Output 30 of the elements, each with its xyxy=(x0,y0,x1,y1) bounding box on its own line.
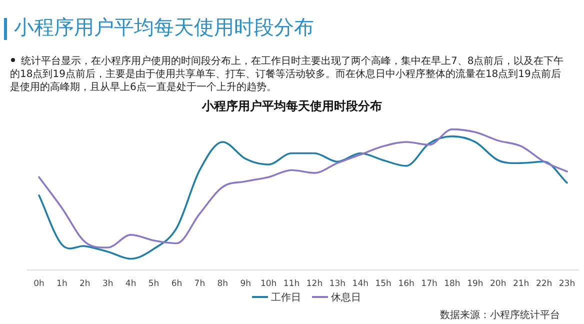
text: 小程序用户平均每天使用时段分布 xyxy=(14,14,314,41)
x-tick-label: 5h xyxy=(148,279,160,289)
source-note: 数据来源：小程序统计平台 xyxy=(440,308,560,322)
x-tick-label: 14h xyxy=(352,279,368,289)
x-tick-label: 1h xyxy=(56,279,68,289)
x-tick-label: 8h xyxy=(217,279,228,289)
x-tick-label: 22h xyxy=(536,279,552,289)
x-tick-label: 3h xyxy=(102,279,114,289)
x-tick-label: 11h xyxy=(283,279,300,289)
x-tick-label: 7h xyxy=(194,279,206,289)
x-tick-label: 10h xyxy=(260,279,277,289)
x-tick-label: 0h xyxy=(34,279,44,289)
x-tick-label: 21h xyxy=(512,279,530,289)
x-tick-label: 18h xyxy=(444,279,460,289)
x-tick-label: 12h xyxy=(306,279,323,289)
x-tick-label: 20h xyxy=(490,279,506,289)
x-tick-label: 13h xyxy=(329,279,346,289)
legend-label: 休息日 xyxy=(331,292,361,304)
x-tick-label: 23h xyxy=(558,279,576,289)
x-tick-label: 9h xyxy=(240,279,252,289)
x-tick-label: 6h xyxy=(171,279,182,289)
x-tick-label: 16h xyxy=(398,279,414,289)
x-tick-label: 15h xyxy=(375,279,392,289)
text: 统计平台显示，在小程序用户使用的时间段分布上，在工作日时主要出现了两个高峰，集中在早上7、8点前后，以及在下午的18点到19点前后，主要是由于使用共享单车、打车、订餐等活动较多。而在休息日中小程序整体的流量在18点到19点前后是使用的高峰期，且从早上6点一直是处于一个上升的趋势。 xyxy=(10,56,564,93)
chart-title: 小程序用户平均每天使用时段分布 xyxy=(200,98,383,115)
x-tick-label: 19h xyxy=(467,279,484,289)
x-tick-label: 2h xyxy=(80,279,90,289)
x-tick-label: 4h xyxy=(125,279,136,289)
x-tick-label: 17h xyxy=(421,279,438,289)
legend-label: 工作日 xyxy=(271,292,301,304)
